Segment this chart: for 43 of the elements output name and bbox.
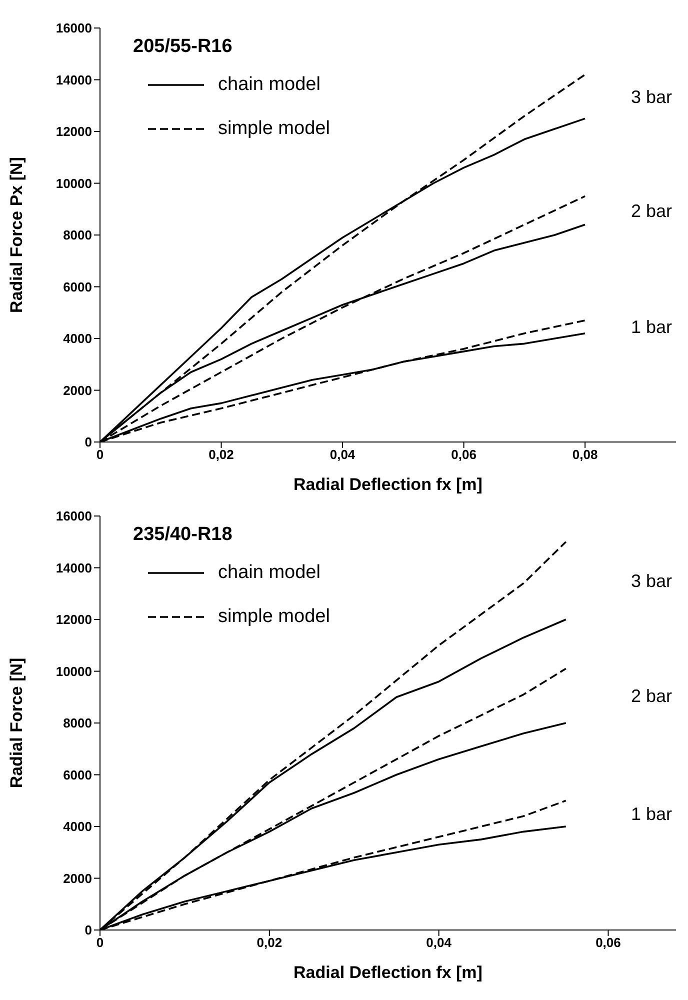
legend-label: simple model xyxy=(218,118,330,140)
x-axis-title: Radial Deflection fx [m] xyxy=(294,475,482,494)
y-axis-title: Radial Force Px [N] xyxy=(7,157,26,313)
y-tick-label: 16000 xyxy=(56,508,92,524)
annotation: 1 bar xyxy=(630,317,672,338)
x-tick-label: 0 xyxy=(96,935,104,950)
y-tick-label: 12000 xyxy=(56,612,92,628)
y-tick-label: 10000 xyxy=(56,664,92,679)
y-tick-label: 8000 xyxy=(63,716,92,731)
x-tick-label: 0,04 xyxy=(426,935,452,950)
y-tick-label: 6000 xyxy=(63,279,92,294)
y-tick-label: 14000 xyxy=(56,72,92,88)
annotation: 2 bar xyxy=(630,200,672,221)
y-tick-label: 6000 xyxy=(63,767,92,782)
y-tick-label: 16000 xyxy=(56,20,92,36)
annotation: 3 bar xyxy=(630,571,672,592)
y-tick-label: 10000 xyxy=(56,176,92,191)
y-tick-label: 14000 xyxy=(56,560,92,576)
y-tick-label: 12000 xyxy=(56,124,92,140)
x-tick-label: 0 xyxy=(96,447,104,462)
legend-label: chain model xyxy=(218,562,320,584)
y-tick-label: 2000 xyxy=(63,382,92,398)
x-tick-label: 0,06 xyxy=(596,935,621,950)
annotation: 2 bar xyxy=(630,686,672,706)
annotation: 3 bar xyxy=(630,86,672,107)
y-tick-label: 0 xyxy=(84,922,92,938)
y-tick-label: 2000 xyxy=(63,870,92,886)
y-tick-label: 8000 xyxy=(63,228,92,243)
legend-label: simple model xyxy=(218,606,330,628)
x-tick-label: 0,04 xyxy=(330,447,356,462)
y-tick-label: 4000 xyxy=(63,819,92,834)
chart-title: 205/55-R16 xyxy=(133,36,232,58)
x-tick-label: 0,02 xyxy=(208,447,234,462)
x-tick-label: 0,08 xyxy=(572,447,598,462)
legend-label: chain model xyxy=(218,74,320,96)
x-tick-label: 0,02 xyxy=(256,935,282,950)
y-tick-label: 4000 xyxy=(63,331,92,346)
x-tick-label: 0,06 xyxy=(451,447,476,462)
chart-title: 235/40-R18 xyxy=(133,524,232,546)
y-tick-label: 0 xyxy=(84,434,92,450)
annotation: 1 bar xyxy=(630,804,672,824)
y-axis-title: Radial Force [N] xyxy=(7,658,26,788)
x-axis-title: Radial Deflection fx [m] xyxy=(294,963,482,982)
